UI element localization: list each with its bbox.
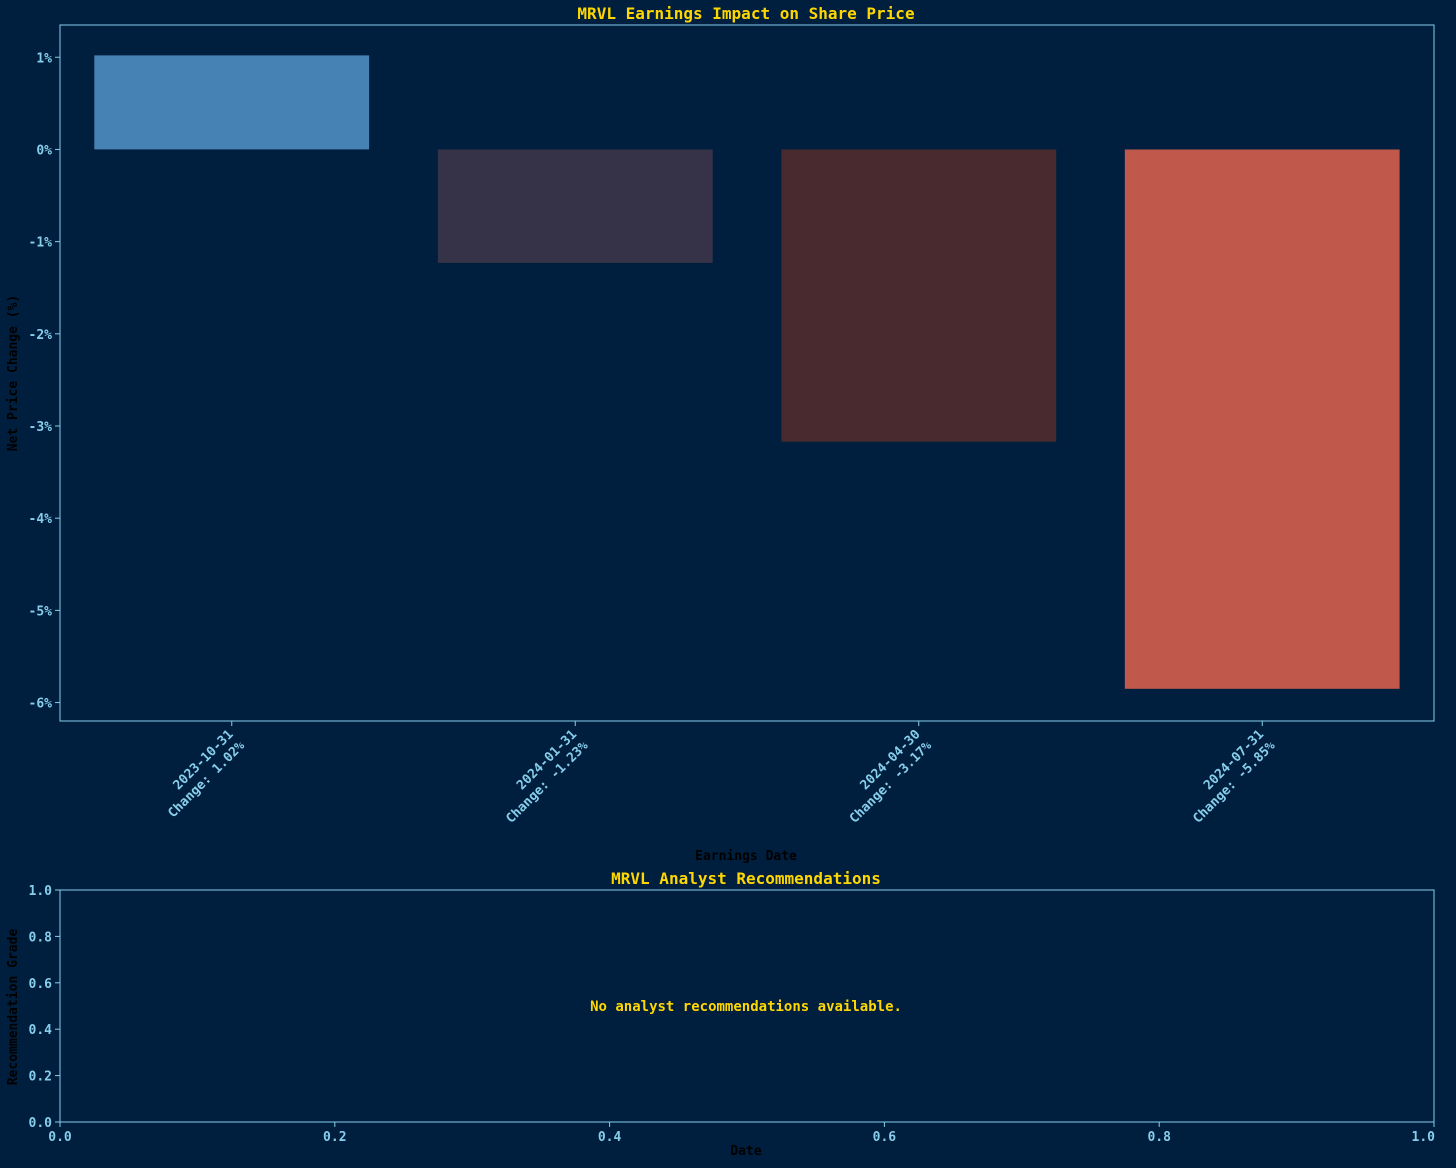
y-tick-label: -4% — [29, 512, 53, 527]
x-axis-label: Date — [730, 1144, 761, 1159]
x-axis-ticks: 0.0 0.2 0.4 0.6 0.8 1.0 — [48, 1122, 1435, 1145]
x-axis-label: Earnings Date — [695, 849, 797, 864]
y-tick-label: 0.4 — [29, 1023, 53, 1038]
bar-2024-07-31 — [1124, 149, 1400, 689]
x-tick-label: 0.8 — [1147, 1130, 1171, 1145]
x-tick-label: 0.2 — [323, 1130, 346, 1145]
y-tick-label: 0.8 — [29, 930, 53, 945]
y-tick-label: -1% — [29, 236, 53, 251]
bar-2023-10-31 — [94, 55, 370, 150]
y-tick-label: -5% — [29, 604, 53, 619]
plot-area-frame — [59, 889, 1435, 1123]
y-axis-label: Recommendation Grade — [6, 929, 21, 1086]
bar-2024-01-31 — [437, 149, 713, 263]
y-axis-ticks: 0.0 0.2 0.4 0.6 0.8 1.0 — [29, 884, 60, 1131]
analyst-recommendations-chart: MRVL Analyst Recommendations No analyst … — [6, 869, 1435, 1159]
x-tick-label: 0.4 — [598, 1130, 622, 1145]
plot-area-frame — [59, 24, 1435, 722]
y-tick-label: 0.6 — [29, 977, 53, 992]
bar-2024-04-30 — [781, 149, 1057, 442]
y-axis-label: Net Price Change (%) — [6, 295, 21, 452]
y-tick-label: -2% — [29, 328, 53, 343]
y-tick-label: 1.0 — [29, 884, 53, 899]
y-tick-label: -3% — [29, 420, 53, 435]
chart-title: MRVL Analyst Recommendations — [611, 869, 881, 888]
y-axis-ticks: 1% 0% -1% -2% -3% -4% -5% -6% — [29, 51, 60, 712]
bar-series — [94, 55, 1400, 689]
chart-title: MRVL Earnings Impact on Share Price — [577, 4, 914, 23]
y-tick-label: 0.2 — [29, 1070, 52, 1085]
y-tick-label: 0.0 — [29, 1116, 53, 1131]
y-tick-label: -6% — [29, 697, 53, 712]
y-tick-label: 1% — [36, 51, 52, 66]
x-tick-label: 0.6 — [873, 1130, 897, 1145]
no-data-message: No analyst recommendations available. — [590, 999, 902, 1015]
x-tick-label: 0.0 — [48, 1130, 72, 1145]
y-tick-label: 0% — [36, 143, 52, 158]
x-tick-label: 1.0 — [1412, 1130, 1436, 1145]
